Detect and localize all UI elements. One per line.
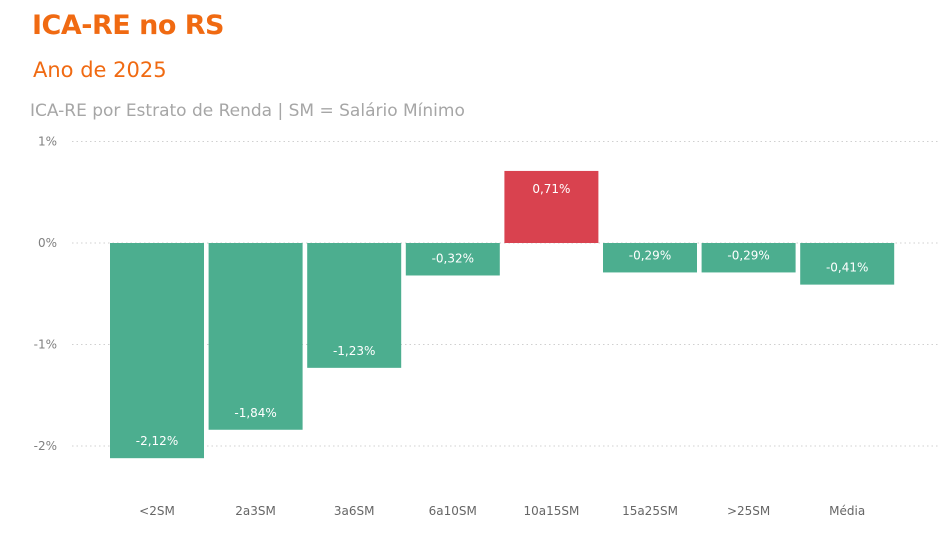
- data-label: -2,12%: [136, 434, 178, 448]
- data-label: -0,29%: [727, 248, 769, 262]
- data-label: -0,29%: [629, 248, 671, 262]
- data-label: -1,84%: [234, 406, 276, 420]
- bar: [504, 170, 599, 243]
- x-tick-label: >25SM: [727, 504, 770, 518]
- x-tick-label: <2SM: [139, 504, 175, 518]
- x-tick-label: 10a15SM: [523, 504, 579, 518]
- data-label: -0,32%: [432, 251, 474, 265]
- x-tick-label: 2a3SM: [235, 504, 276, 518]
- page-subtitle: Ano de 2025: [33, 58, 167, 82]
- x-tick-label: 3a6SM: [334, 504, 375, 518]
- chart-title: ICA-RE por Estrato de Renda | SM = Salár…: [30, 101, 465, 121]
- x-tick-label: 15a25SM: [622, 504, 678, 518]
- y-tick-label: 1%: [38, 135, 57, 149]
- bar: [208, 243, 303, 430]
- bar: [603, 243, 697, 273]
- page-title: ICA-RE no RS: [32, 10, 225, 41]
- x-tick-label: 6a10SM: [429, 504, 477, 518]
- bar: [110, 243, 204, 459]
- y-tick-label: 0%: [38, 236, 57, 250]
- bar: [701, 243, 796, 273]
- x-tick-label: Média: [829, 504, 865, 518]
- data-label: 0,71%: [532, 182, 570, 196]
- y-tick-label: -2%: [34, 439, 57, 453]
- data-label: -0,41%: [826, 261, 868, 275]
- bar: [405, 243, 500, 276]
- y-tick-label: -1%: [34, 338, 57, 352]
- bar: [307, 243, 402, 368]
- bar: [800, 243, 895, 285]
- data-label: -1,23%: [333, 344, 375, 358]
